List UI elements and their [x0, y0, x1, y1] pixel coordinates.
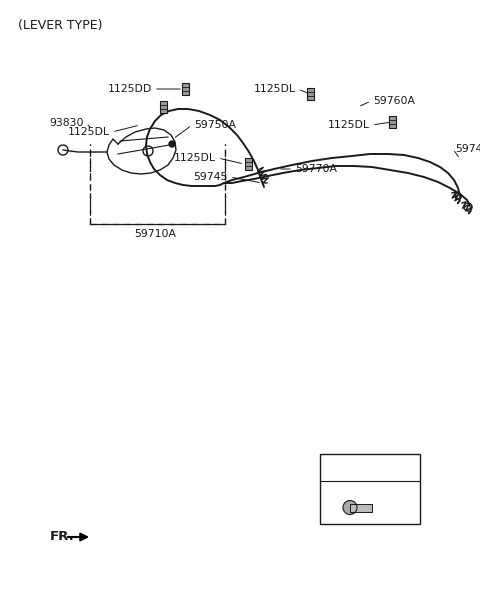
Text: 59710A: 59710A: [134, 229, 176, 239]
Text: 1123AN: 1123AN: [348, 462, 392, 472]
Text: 59745: 59745: [455, 144, 480, 154]
Text: 1125DL: 1125DL: [254, 84, 296, 94]
Text: (LEVER TYPE): (LEVER TYPE): [18, 19, 103, 32]
Circle shape: [169, 141, 175, 147]
Bar: [159, 101, 167, 113]
Circle shape: [343, 501, 357, 515]
Bar: [244, 158, 252, 170]
Text: FR.: FR.: [50, 531, 75, 543]
Bar: [350, 504, 372, 512]
Text: 59760A: 59760A: [373, 96, 415, 106]
Bar: [307, 88, 313, 100]
Text: 59770A: 59770A: [295, 164, 337, 174]
Bar: [320, 454, 420, 524]
Bar: [388, 116, 396, 128]
Text: 1125DL: 1125DL: [328, 120, 370, 130]
Text: 1125DL: 1125DL: [174, 153, 216, 163]
Bar: [181, 83, 189, 95]
Text: 93830: 93830: [49, 118, 84, 128]
Text: 1125DL: 1125DL: [68, 127, 110, 137]
Text: 59745: 59745: [193, 172, 228, 182]
Text: 1125DD: 1125DD: [108, 84, 152, 94]
Text: 59750A: 59750A: [194, 120, 236, 130]
